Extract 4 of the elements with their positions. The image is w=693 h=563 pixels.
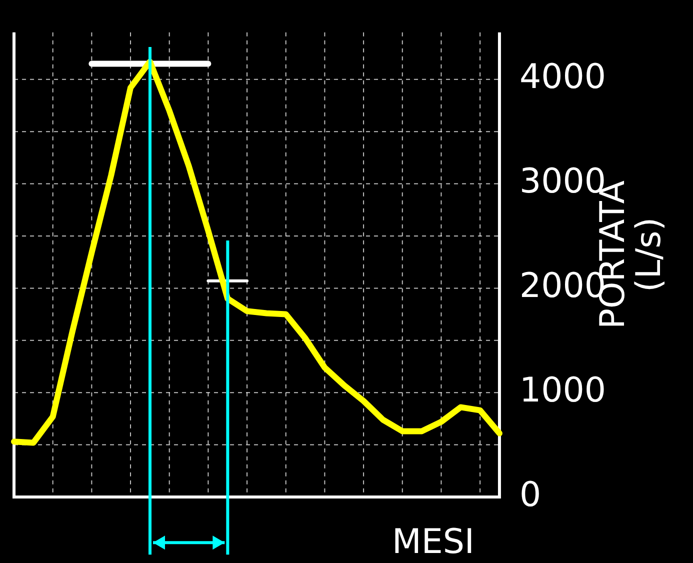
y-tick-label: 1000 xyxy=(519,370,606,410)
y-tick-label: 4000 xyxy=(519,57,606,98)
y-tick-label: 0 xyxy=(519,474,542,515)
x-axis-title: MESI xyxy=(392,522,474,562)
